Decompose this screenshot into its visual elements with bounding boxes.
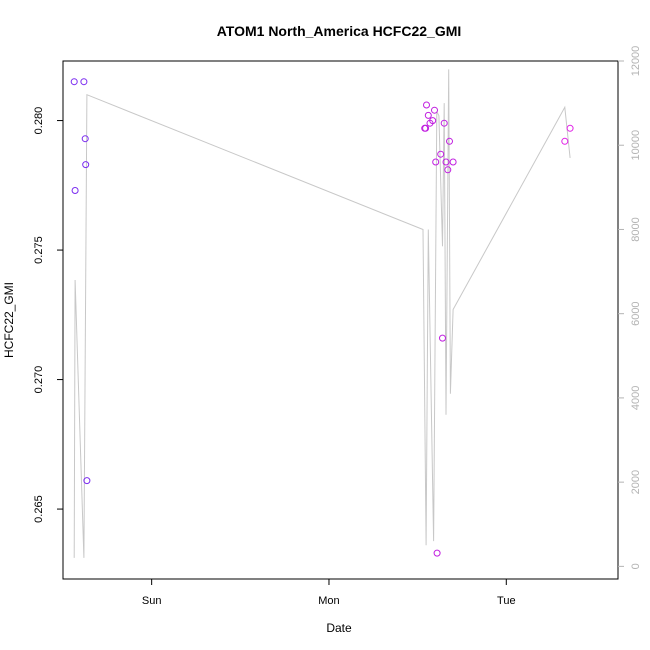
- data-point: [446, 137, 453, 145]
- x-tick-label: Tue: [497, 595, 516, 607]
- data-point: [433, 549, 441, 557]
- data-point: [70, 78, 78, 86]
- y2-tick-label: 8000: [630, 217, 642, 241]
- y2-tick-label: 0: [630, 563, 642, 569]
- series-line: [73, 69, 571, 558]
- data-point: [422, 124, 430, 132]
- x-tick-label: Sun: [142, 595, 162, 607]
- data-point: [440, 119, 448, 127]
- y2-tick-label: 6000: [630, 301, 642, 325]
- y-tick-label: 0.275: [33, 236, 45, 264]
- y2-axis: 0 2000 4000 6000 8000 10000 12000: [618, 46, 642, 569]
- data-point: [449, 158, 457, 166]
- line-series: [73, 69, 571, 558]
- y2-tick-label: 10000: [630, 130, 642, 161]
- data-point: [71, 187, 79, 194]
- x-axis: Sun Mon Tue: [142, 579, 516, 607]
- data-point: [437, 150, 445, 158]
- data-point: [81, 135, 89, 143]
- data-point: [424, 111, 432, 119]
- data-point: [83, 477, 91, 485]
- data-point: [432, 158, 440, 166]
- data-point: [439, 334, 446, 342]
- chart-title: ATOM1 North_America HCFC22_GMI: [217, 23, 462, 39]
- data-point: [444, 166, 452, 174]
- x-axis-label: Date: [326, 621, 352, 635]
- y-axis: 0.265 0.270 0.275 0.280: [33, 107, 63, 523]
- data-point: [80, 78, 88, 86]
- data-point: [566, 124, 574, 132]
- data-point: [431, 106, 438, 114]
- y-tick-label: 0.265: [33, 495, 45, 523]
- y2-tick-label: 12000: [630, 46, 642, 77]
- data-point: [423, 101, 430, 109]
- y-tick-label: 0.270: [33, 366, 45, 394]
- data-point: [82, 161, 90, 169]
- y-axis-label: HCFC22_GMI: [2, 282, 16, 358]
- plot-frame: [62, 60, 619, 580]
- y2-tick-label: 2000: [630, 470, 642, 494]
- data-point: [561, 137, 569, 145]
- x-tick-label: Mon: [318, 595, 339, 607]
- point-series: [70, 78, 574, 557]
- data-point: [429, 117, 437, 125]
- y-tick-label: 0.280: [33, 107, 45, 135]
- data-point: [442, 158, 450, 166]
- y2-tick-label: 4000: [630, 386, 642, 410]
